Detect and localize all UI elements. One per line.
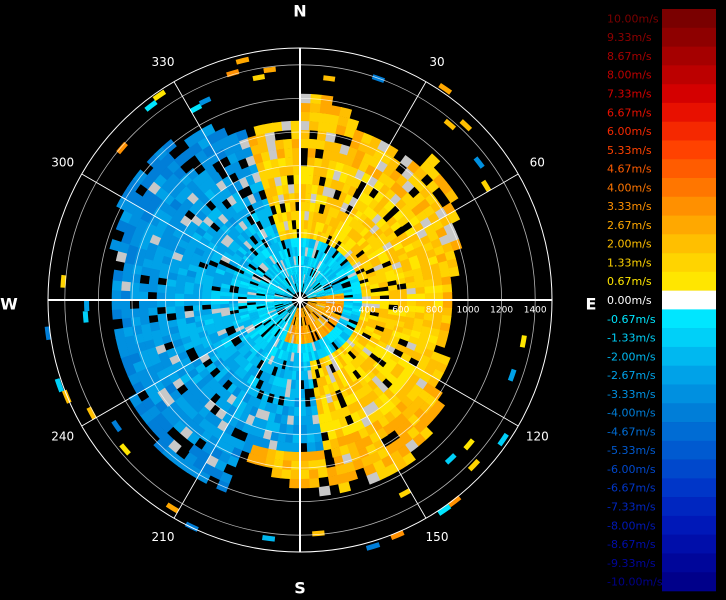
colorbar-label: -0.67m/s: [607, 313, 656, 326]
colorbar-swatch: [662, 515, 716, 535]
colorbar-label: 1.33m/s: [607, 256, 652, 269]
colorbar-swatch: [662, 140, 716, 160]
colorbar-label: 0.67m/s: [607, 275, 652, 288]
colorbar-label: -10.00m/s: [607, 576, 663, 589]
compass-south: S: [294, 579, 306, 598]
range-label-600: 600: [392, 306, 409, 316]
range-label-400: 400: [359, 306, 376, 316]
colorbar-swatch: [662, 309, 716, 329]
colorbar-swatch: [662, 215, 716, 235]
colorbar-swatch: [662, 177, 716, 198]
colorbar-swatch: [662, 384, 716, 404]
colorbar-swatch: [662, 497, 716, 517]
radar-origin: [297, 297, 303, 303]
colorbar-label: -5.33m/s: [607, 444, 656, 457]
colorbar-label: -4.00m/s: [607, 407, 656, 420]
colorbar-label: 10.00m/s: [607, 12, 659, 25]
colorbar-swatch: [662, 290, 716, 310]
polar-labels: N E S W 30 60 120 150 210 240 300 330 200 400 600 800 10…: [0, 2, 596, 598]
colorbar-swatch: [662, 27, 716, 47]
colorbar-swatch: [662, 403, 716, 423]
colorbar-swatch: [662, 572, 716, 592]
colorbar-label: -4.67m/s: [607, 425, 656, 438]
azimuth-label-120: 120: [526, 430, 549, 444]
colorbar-label: -8.67m/s: [607, 538, 656, 551]
velocity-field: [44, 56, 527, 551]
colorbar-swatch: [662, 234, 716, 254]
azimuth-label-300: 300: [51, 156, 74, 170]
azimuth-label-330: 330: [152, 55, 175, 69]
colorbar-swatch: [662, 459, 716, 479]
colorbar-swatch: [662, 478, 716, 498]
colorbar-swatch: [662, 553, 716, 573]
colorbar-label: 2.67m/s: [607, 219, 652, 232]
colorbar-label: -2.67m/s: [607, 369, 656, 382]
colorbar-label: -6.67m/s: [607, 482, 656, 495]
colorbar-label: 7.33m/s: [607, 87, 652, 100]
colorbar-swatch: [662, 365, 716, 385]
colorbar-label: 8.67m/s: [607, 50, 652, 63]
compass-north: N: [293, 2, 306, 21]
colorbar-swatch: [662, 9, 716, 29]
colorbar-swatch: [662, 102, 716, 122]
colorbar-swatch: [662, 534, 716, 554]
colorbar-label: -2.00m/s: [607, 350, 656, 363]
polar-grid: [47, 47, 553, 553]
colorbar-label: -7.33m/s: [607, 501, 656, 514]
colorbar-swatch: [662, 121, 716, 141]
colorbar-swatch: [662, 65, 716, 85]
range-label-800: 800: [426, 306, 443, 316]
colorbar-label: 6.67m/s: [607, 106, 652, 119]
colorbar-swatch: [662, 271, 716, 291]
range-label-1200: 1200: [490, 306, 513, 316]
range-label-1400: 1400: [524, 306, 547, 316]
compass-west: W: [0, 295, 18, 314]
azimuth-label-210: 210: [152, 530, 175, 544]
colorbar-legend: 10.00m/s 9.33m/s 8.67m/s 8.00m/s 7.33m/s 6.67…: [607, 9, 716, 592]
range-label-200: 200: [325, 306, 342, 316]
colorbar-swatch: [662, 84, 716, 104]
colorbar-swatch: [662, 346, 716, 367]
colorbar-label: 5.33m/s: [607, 144, 652, 157]
colorbar-swatch: [662, 422, 716, 442]
colorbar-swatch: [662, 159, 716, 179]
colorbar-label: 4.00m/s: [607, 181, 652, 194]
colorbar-label: 9.33m/s: [607, 31, 652, 44]
colorbar-label: -1.33m/s: [607, 332, 656, 345]
colorbar-label: 3.33m/s: [607, 200, 652, 213]
colorbar-label: 6.00m/s: [607, 125, 652, 138]
colorbar-label: 8.00m/s: [607, 69, 652, 82]
colorbar-label: -3.33m/s: [607, 388, 656, 401]
colorbar-swatch: [662, 328, 716, 348]
colorbar-label: -9.33m/s: [607, 557, 656, 570]
range-label-1000: 1000: [457, 306, 480, 316]
azimuth-label-150: 150: [426, 530, 449, 544]
colorbar-label: -6.00m/s: [607, 463, 656, 476]
azimuth-label-60: 60: [530, 156, 545, 170]
colorbar-label: 2.00m/s: [607, 238, 652, 251]
colorbar-label: 0.00m/s: [607, 294, 652, 307]
colorbar-swatch: [662, 46, 716, 66]
azimuth-label-30: 30: [429, 55, 444, 69]
compass-east: E: [586, 295, 597, 314]
colorbar-swatch: [662, 196, 716, 216]
azimuth-label-240: 240: [51, 430, 74, 444]
colorbar-swatch: [662, 253, 716, 273]
colorbar-swatch: [662, 440, 716, 460]
colorbar-label: 4.67m/s: [607, 163, 652, 176]
colorbar-label: -8.00m/s: [607, 519, 656, 532]
